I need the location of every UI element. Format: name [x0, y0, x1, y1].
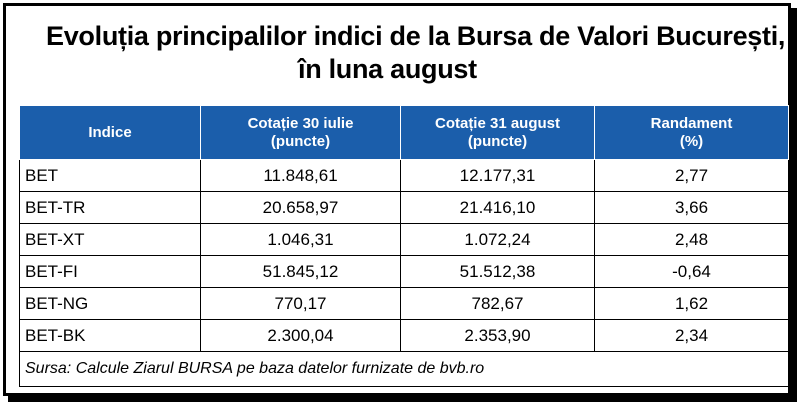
cell-cotatie-31-august: 782,67	[400, 287, 595, 320]
cell-cotatie-31-august: 21.416,10	[400, 191, 595, 224]
header-cotatie-31-august-line2: (puncte)	[467, 132, 528, 150]
cell-indice: BET-NG	[19, 287, 201, 320]
table-frame: Evoluția principalilor indici de la Burs…	[3, 3, 791, 396]
table-row: BET 11.848,61 12.177,31 2,77	[19, 159, 789, 192]
cell-indice: BET-TR	[19, 191, 201, 224]
frame-shadow-bottom	[8, 396, 797, 402]
cell-indice: BET-XT	[19, 223, 201, 256]
cell-randament: 2,48	[594, 223, 789, 256]
header-cotatie-30-iulie-line1: Cotație 30 iulie	[247, 114, 354, 132]
cell-cotatie-30-iulie: 770,17	[200, 287, 401, 320]
table-row: BET-BK 2.300,04 2.353,90 2,34	[19, 319, 789, 352]
header-indice: Indice	[19, 105, 201, 160]
header-randament-line2: (%)	[679, 132, 704, 150]
cell-cotatie-31-august: 12.177,31	[400, 159, 595, 192]
frame-shadow-right	[791, 8, 797, 401]
title-line-1: Evoluția principalilor indici de la Burs…	[46, 21, 786, 51]
page-title: Evoluția principalilor indici de la Burs…	[6, 20, 788, 86]
cell-cotatie-31-august: 2.353,90	[400, 319, 595, 352]
cell-indice: BET-BK	[19, 319, 201, 352]
header-row: Indice Cotație 30 iulie (puncte) Cotație…	[19, 105, 789, 160]
cell-cotatie-30-iulie: 20.658,97	[200, 191, 401, 224]
cell-randament: 1,62	[594, 287, 789, 320]
cell-cotatie-30-iulie: 11.848,61	[200, 159, 401, 192]
header-cotatie-30-iulie-line2: (puncte)	[270, 132, 331, 150]
cell-randament: 2,34	[594, 319, 789, 352]
cell-indice: BET-FI	[19, 255, 201, 288]
header-cotatie-31-august: Cotație 31 august (puncte)	[400, 105, 595, 160]
cell-randament: -0,64	[594, 255, 789, 288]
cell-cotatie-30-iulie: 1.046,31	[200, 223, 401, 256]
table-row: BET-NG 770,17 782,67 1,62	[19, 287, 789, 320]
cell-cotatie-31-august: 1.072,24	[400, 223, 595, 256]
source-row: Sursa: Calcule Ziarul BURSA pe baza date…	[19, 351, 789, 387]
indices-table: Indice Cotație 30 iulie (puncte) Cotație…	[19, 105, 789, 387]
cell-cotatie-30-iulie: 2.300,04	[200, 319, 401, 352]
cell-randament: 3,66	[594, 191, 789, 224]
cell-indice: BET	[19, 159, 201, 192]
header-randament: Randament (%)	[594, 105, 789, 160]
header-indice-label: Indice	[88, 123, 132, 141]
header-randament-line1: Randament	[650, 114, 733, 132]
cell-cotatie-30-iulie: 51.845,12	[200, 255, 401, 288]
header-cotatie-31-august-line1: Cotație 31 august	[434, 114, 561, 132]
table-row: BET-FI 51.845,12 51.512,38 -0,64	[19, 255, 789, 288]
table-row: BET-TR 20.658,97 21.416,10 3,66	[19, 191, 789, 224]
title-line-2: în luna august	[298, 54, 477, 84]
source-note: Sursa: Calcule Ziarul BURSA pe baza date…	[19, 351, 789, 387]
cell-randament: 2,77	[594, 159, 789, 192]
table-row: BET-XT 1.046,31 1.072,24 2,48	[19, 223, 789, 256]
header-cotatie-30-iulie: Cotație 30 iulie (puncte)	[200, 105, 401, 160]
cell-cotatie-31-august: 51.512,38	[400, 255, 595, 288]
